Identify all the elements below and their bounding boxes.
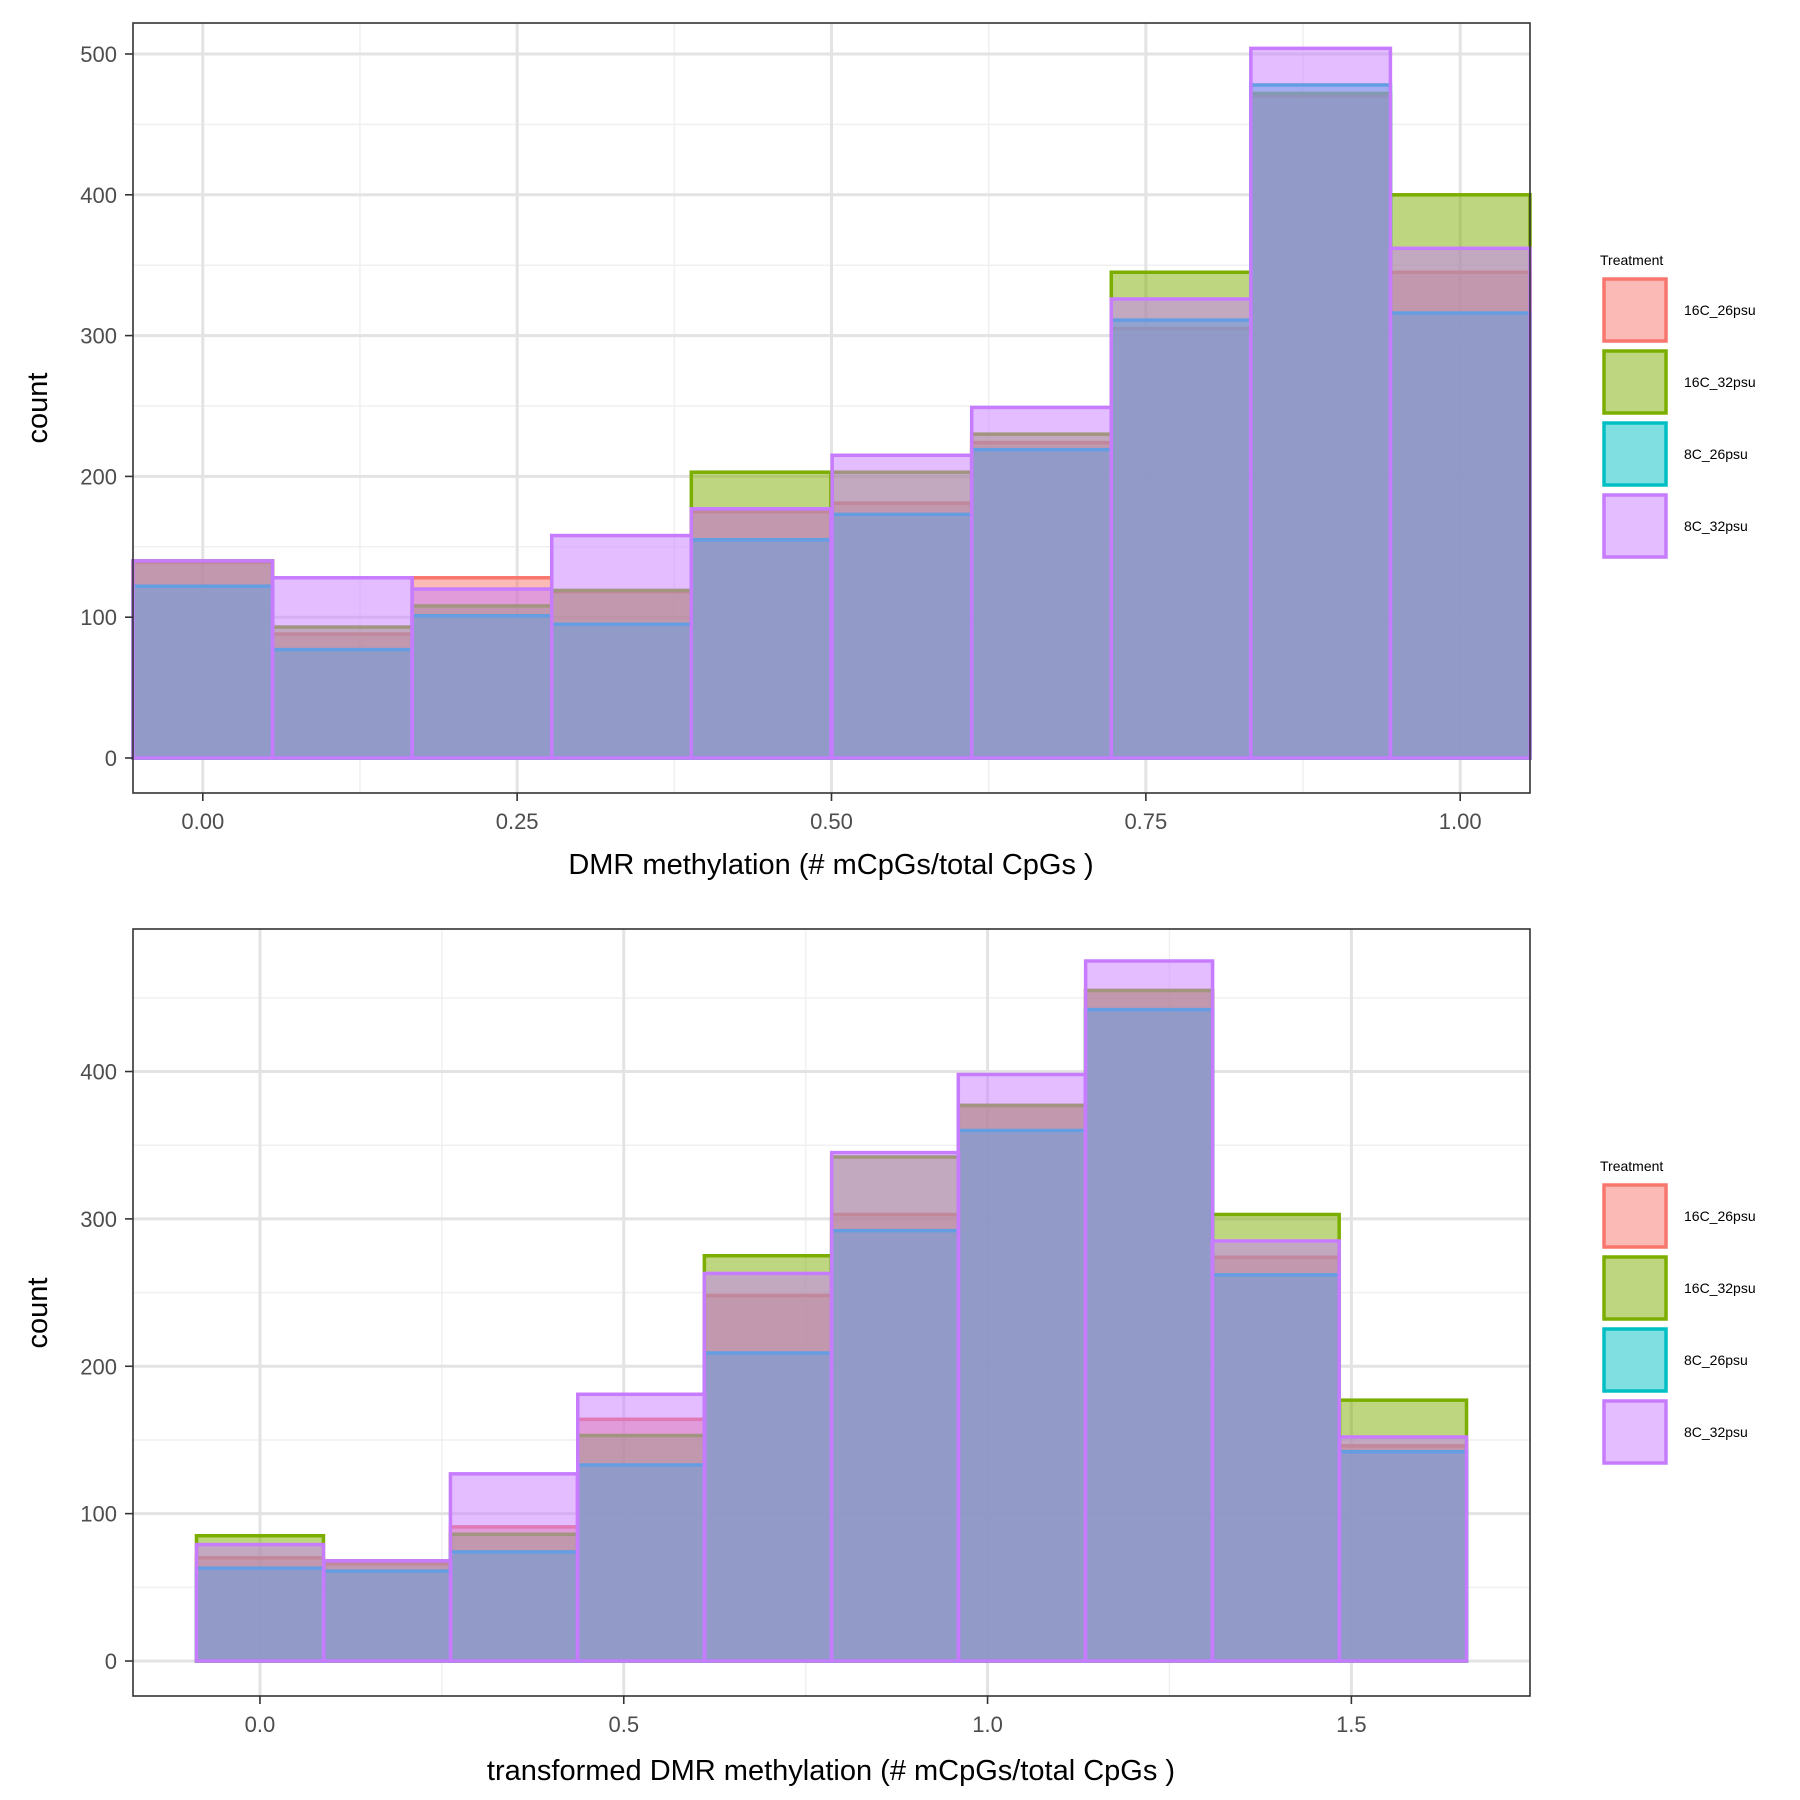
panel-border: [132, 928, 1531, 1697]
legend-swatch-16C_32psu: [1602, 349, 1668, 415]
x-axis-ticks: 0.00 0.25 0.50 0.75 1.00: [181, 793, 1482, 834]
legend: Treatment 16C_26psu 16C_32psu 8C_26psu 8C_3…: [1600, 252, 1756, 559]
legend-swatch-8C_32psu: [1602, 1399, 1668, 1465]
legend-swatch-8C_26psu: [1602, 421, 1668, 487]
histogram-bar-8C_32psu: [1210, 1239, 1341, 1663]
legend-swatch-8C_32psu: [1602, 493, 1668, 559]
y-tick-label: 400: [80, 183, 117, 208]
histogram-bar-8C_32psu: [575, 1392, 707, 1663]
x-tick-label: 0.25: [496, 809, 539, 834]
x-tick-label: 1.0: [972, 1712, 1003, 1737]
legend-swatch-16C_26psu: [1602, 277, 1668, 343]
histogram-bar-8C_32psu: [131, 559, 275, 760]
x-axis-ticks: 0.0 0.5 1.0 1.5: [245, 1696, 1367, 1737]
legend-label-16C_32psu: 16C_32psu: [1684, 1280, 1756, 1296]
legend-label-8C_32psu: 8C_32psu: [1684, 518, 1748, 534]
histogram-bar-8C_32psu: [830, 453, 974, 760]
y-tick-label: 400: [80, 1060, 117, 1085]
x-tick-label: 1.00: [1439, 809, 1482, 834]
y-axis-ticks: 0 100 200 300 400 500: [80, 42, 133, 771]
histogram-bar-8C_32psu: [702, 1271, 834, 1663]
histogram-bar-8C_32psu: [1388, 246, 1532, 760]
y-tick-label: 0: [105, 746, 117, 771]
legend-label-8C_26psu: 8C_26psu: [1684, 1352, 1748, 1368]
histogram-bar-8C_32psu: [270, 576, 414, 760]
histogram-bar-8C_32psu: [194, 1542, 326, 1663]
y-tick-label: 0: [105, 1649, 117, 1674]
legend-label-8C_32psu: 8C_32psu: [1684, 1424, 1748, 1440]
legend-label-16C_26psu: 16C_26psu: [1684, 1208, 1756, 1224]
x-axis-title: transformed DMR methylation (# mCpGs/tot…: [487, 1755, 1175, 1787]
legend-label-8C_26psu: 8C_26psu: [1684, 446, 1748, 462]
legend: Treatment 16C_26psu 16C_32psu 8C_26psu 8C_3…: [1600, 1158, 1756, 1465]
histogram-panel-top: 0.00 0.25 0.50 0.75 1.00 0 100 200 300 400 500 DM…: [22, 22, 1756, 881]
histogram-bar-8C_32psu: [1337, 1435, 1469, 1663]
histogram-bars: [194, 959, 1469, 1663]
legend-swatch-8C_26psu: [1602, 1327, 1668, 1393]
y-tick-label: 200: [80, 464, 117, 489]
y-tick-label: 100: [80, 1502, 117, 1527]
histogram-bar-8C_32psu: [969, 405, 1114, 760]
y-tick-label: 300: [80, 324, 117, 349]
y-axis-ticks: 0 100 200 300 400: [80, 1060, 133, 1674]
histogram-bar-8C_32psu: [1249, 46, 1393, 760]
x-tick-label: 1.5: [1336, 1712, 1367, 1737]
y-tick-label: 100: [80, 605, 117, 630]
legend-title: Treatment: [1600, 1158, 1663, 1174]
histogram-panel-bottom: 0.0 0.5 1.0 1.5 0 100 200 300 400 transformed D…: [22, 928, 1756, 1787]
histogram-bar-8C_32psu: [410, 587, 554, 760]
histogram-bar-8C_32psu: [829, 1150, 961, 1663]
histogram-bar-8C_32psu: [689, 507, 833, 760]
y-axis-title: count: [22, 1278, 54, 1349]
histogram-bar-8C_32psu: [549, 533, 694, 760]
y-tick-label: 500: [80, 42, 117, 67]
histogram-bar-8C_32psu: [1109, 297, 1253, 760]
legend-label-16C_26psu: 16C_26psu: [1684, 302, 1756, 318]
legend-label-16C_32psu: 16C_32psu: [1684, 374, 1756, 390]
x-tick-label: 0.75: [1124, 809, 1167, 834]
x-tick-label: 0.50: [810, 809, 853, 834]
y-tick-label: 200: [80, 1354, 117, 1379]
histogram-bar-8C_32psu: [448, 1472, 580, 1663]
x-tick-label: 0.00: [181, 809, 224, 834]
histogram-bar-8C_32psu: [956, 1072, 1088, 1663]
x-axis-title: DMR methylation (# mCpGs/total CpGs ): [568, 849, 1093, 881]
histogram-bar-8C_32psu: [322, 1559, 453, 1663]
y-axis-title: count: [22, 373, 54, 444]
histogram-bar-8C_32psu: [1083, 959, 1215, 1663]
histogram-bars: [131, 46, 1532, 760]
x-tick-label: 0.5: [608, 1712, 639, 1737]
legend-swatch-16C_26psu: [1602, 1183, 1668, 1249]
legend-title: Treatment: [1600, 252, 1663, 268]
y-tick-label: 300: [80, 1207, 117, 1232]
legend-swatch-16C_32psu: [1602, 1255, 1668, 1321]
x-tick-label: 0.0: [245, 1712, 276, 1737]
